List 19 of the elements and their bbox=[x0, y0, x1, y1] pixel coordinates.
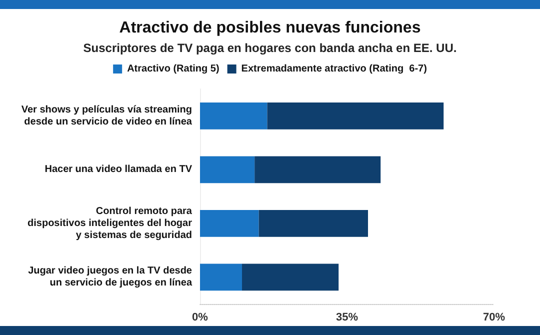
bar bbox=[200, 102, 268, 130]
bar bbox=[258, 210, 368, 237]
legend-label: Atractivo (Rating 5) bbox=[127, 64, 220, 74]
bar bbox=[254, 156, 381, 184]
x-tick-label: 0% bbox=[192, 312, 208, 324]
bar bbox=[267, 102, 444, 130]
y-tick-label: Control remoto para dispositivos inteligentes del hogar y sistemas de seguridad bbox=[28, 206, 192, 241]
x-tick-label: 70% bbox=[482, 312, 506, 324]
bar bbox=[242, 264, 339, 291]
bar bbox=[200, 156, 255, 184]
chart-title: Atractivo de posibles nuevas funciones bbox=[119, 20, 421, 36]
bar bbox=[200, 210, 259, 237]
x-tick-label: 35% bbox=[336, 312, 358, 324]
y-tick-label: Ver shows y películas vía streaming desde un servicio de video en línea bbox=[21, 104, 192, 128]
y-tick-label: Jugar video juegos en la TV desde un servicio de juegos en línea bbox=[28, 266, 192, 289]
bar bbox=[200, 264, 242, 291]
legend-label: Extremadamente atractivo (Rating 6-7) bbox=[241, 64, 427, 74]
y-tick-label: Hacer una video llamada en TV bbox=[44, 164, 192, 176]
chart-subtitle: Suscriptores de TV paga en hogares con banda ancha en EE. UU. bbox=[83, 41, 457, 55]
